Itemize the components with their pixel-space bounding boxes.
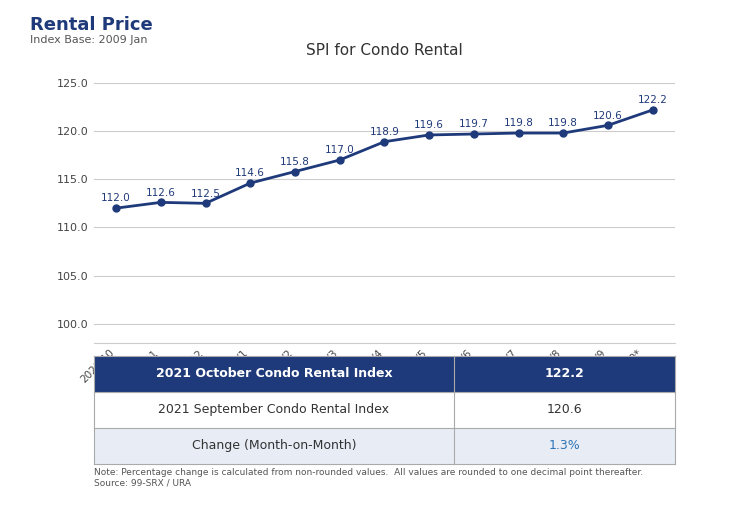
Point (162, 455, 171, 461)
Point (162, 438, 171, 444)
Point (612, 438, 621, 444)
Point (162, 446, 171, 452)
Point (162, 438, 171, 444)
Point (441, 446, 450, 452)
Point (441, 438, 450, 444)
Point (441, 438, 450, 444)
Point (441, 455, 450, 461)
Text: 117.0: 117.0 (325, 145, 355, 155)
Point (162, 430, 171, 436)
Text: Change (Month-on-Month): Change (Month-on-Month) (192, 439, 356, 452)
Title: SPI for Condo Rental: SPI for Condo Rental (306, 44, 463, 58)
Text: 120.6: 120.6 (593, 110, 622, 121)
Text: 119.7: 119.7 (459, 119, 489, 129)
Point (612, 455, 621, 461)
Point (441, 446, 450, 452)
Point (612, 438, 621, 444)
Text: 115.8: 115.8 (280, 157, 310, 167)
Text: Rental Price: Rental Price (30, 16, 153, 34)
Point (162, 455, 171, 461)
Text: 119.8: 119.8 (503, 118, 533, 128)
Point (162, 446, 171, 452)
Text: Index Base: 2009 Jan: Index Base: 2009 Jan (30, 35, 148, 45)
Text: 2021 October Condo Rental Index: 2021 October Condo Rental Index (156, 367, 392, 380)
Point (612, 430, 621, 436)
Text: 119.8: 119.8 (548, 118, 578, 128)
Point (162, 430, 171, 436)
Text: 120.6: 120.6 (547, 403, 582, 416)
Text: 119.6: 119.6 (414, 120, 444, 130)
Bar (94, 392, 675, 428)
Point (612, 446, 621, 452)
Text: 112.6: 112.6 (146, 187, 176, 198)
Text: 2021 September Condo Rental Index: 2021 September Condo Rental Index (158, 403, 389, 416)
Text: 118.9: 118.9 (370, 127, 399, 137)
Text: 112.0: 112.0 (101, 193, 131, 203)
Text: 122.2: 122.2 (638, 95, 668, 105)
Point (612, 446, 621, 452)
Text: 122.2: 122.2 (544, 367, 584, 380)
Point (441, 430, 450, 436)
Point (612, 430, 621, 436)
Point (612, 446, 621, 452)
Text: 112.5: 112.5 (190, 189, 220, 199)
Bar (94, 356, 675, 392)
Text: 1.3%: 1.3% (549, 439, 580, 452)
Point (612, 455, 621, 461)
Point (612, 438, 621, 444)
Point (162, 438, 171, 444)
Text: 114.6: 114.6 (236, 168, 266, 178)
Point (162, 446, 171, 452)
Text: Note: Percentage change is calculated from non-rounded values.  All values are r: Note: Percentage change is calculated fr… (94, 468, 643, 487)
Bar (94, 428, 675, 464)
